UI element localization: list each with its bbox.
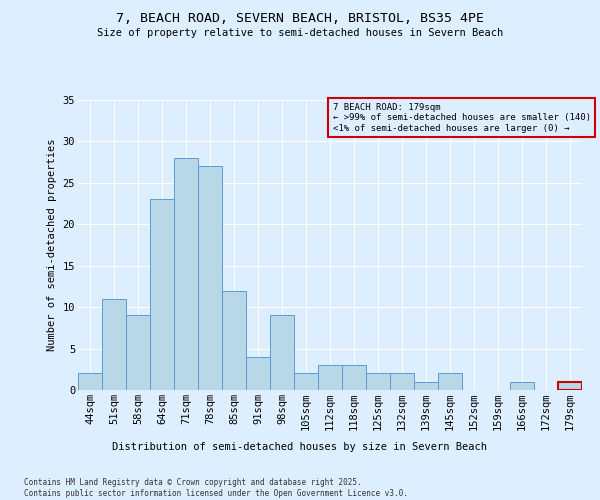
Bar bbox=[558, 382, 582, 390]
Bar bbox=[438, 374, 462, 390]
Text: 7 BEACH ROAD: 179sqm
← >99% of semi-detached houses are smaller (140)
<1% of sem: 7 BEACH ROAD: 179sqm ← >99% of semi-deta… bbox=[332, 103, 590, 132]
Bar bbox=[294, 374, 318, 390]
Bar bbox=[78, 374, 102, 390]
Bar bbox=[126, 316, 150, 390]
Text: 7, BEACH ROAD, SEVERN BEACH, BRISTOL, BS35 4PE: 7, BEACH ROAD, SEVERN BEACH, BRISTOL, BS… bbox=[116, 12, 484, 26]
Bar bbox=[342, 365, 366, 390]
Bar bbox=[174, 158, 198, 390]
Bar bbox=[150, 200, 174, 390]
Bar bbox=[270, 316, 294, 390]
Bar bbox=[318, 365, 342, 390]
Text: Distribution of semi-detached houses by size in Severn Beach: Distribution of semi-detached houses by … bbox=[113, 442, 487, 452]
Bar bbox=[390, 374, 414, 390]
Bar bbox=[222, 290, 246, 390]
Bar bbox=[246, 357, 270, 390]
Bar bbox=[102, 299, 126, 390]
Bar bbox=[414, 382, 438, 390]
Bar bbox=[198, 166, 222, 390]
Bar bbox=[366, 374, 390, 390]
Text: Size of property relative to semi-detached houses in Severn Beach: Size of property relative to semi-detach… bbox=[97, 28, 503, 38]
Y-axis label: Number of semi-detached properties: Number of semi-detached properties bbox=[47, 138, 57, 352]
Bar bbox=[510, 382, 534, 390]
Text: Contains HM Land Registry data © Crown copyright and database right 2025.
Contai: Contains HM Land Registry data © Crown c… bbox=[24, 478, 408, 498]
